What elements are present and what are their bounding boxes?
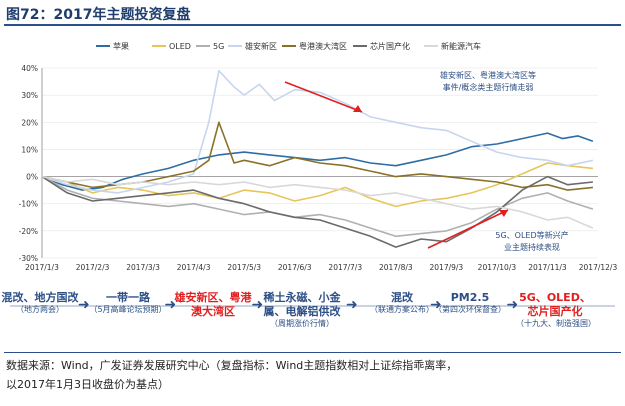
annotation-text: 雄安新区、粤港澳大湾区等 [440,70,536,80]
timeline-event: PM2.5 （第四次环保督查） [431,291,509,315]
series-line [41,132,594,191]
x-tick-label: 2017/1/3 [25,263,59,272]
event-title: 5G、OLED、芯片国产化 [519,291,591,318]
x-tick-label: 2017/11/3 [528,263,567,272]
legend-label: 雄安新区 [245,41,277,51]
y-tick-label: 20% [21,118,38,127]
timeline-arrow-icon: ➜ [251,297,264,313]
x-tick-label: 2017/4/3 [177,263,211,272]
footer-divider [4,352,621,353]
event-note: （第四次环保督查） [434,304,506,314]
x-tick-label: 2017/9/3 [430,263,464,272]
title-divider [4,24,621,26]
source-line-2: 以2017年1月3日收盘价为基点） [6,378,169,391]
y-axis: 40% 30% 20% 10% 0% -10% -20% -30% [19,64,43,263]
timeline-axis [10,305,615,307]
line-chart: 苹果 OLED 5G 雄安新区 粤港澳大湾区 芯片国产化 新能源汽车 40% 30% 20% 10… [19,41,618,272]
event-note: （十九大、制造强国） [516,318,596,328]
y-tick-label: -30% [19,254,38,263]
timeline-event: 雄安新区、粤港澳大湾区 [174,291,252,319]
x-tick-label: 2017/5/3 [227,263,261,272]
figure-title: 图72：2017年主题投资复盘 [6,7,191,23]
x-tick-label: 2017/10/3 [478,263,517,272]
event-note: （5月高峰论坛预期） [89,304,167,314]
legend-label: 苹果 [113,41,129,51]
event-note: （地方两会） [16,304,64,314]
y-tick-label: 40% [21,64,38,73]
timeline-arrow-icon: ➜ [430,297,442,313]
annotation-text: 事件/概念类主题行情走弱 [443,82,534,92]
arrow-head [353,105,362,112]
series-line [41,175,593,248]
timeline-event: 5G、OLED、芯片国产化 （十九大、制造强国） [516,291,596,329]
y-tick-label: -20% [19,227,38,236]
source-note: 数据来源：Wind，广发证券发展研究中心（复盘指标：Wind主题指数相对上证综指… [6,356,618,394]
x-tick-label: 2017/2/3 [76,263,110,272]
x-tick-label: 2017/3/3 [126,263,160,272]
trend-arrow-up [427,209,509,249]
legend-label: 5G [213,42,224,51]
legend-label: 芯片国产化 [370,41,410,51]
chart-container: 苹果 OLED 5G 雄安新区 粤港澳大湾区 芯片国产化 新能源汽车 40% 30% 20% 10… [0,30,625,278]
event-title: 稀土永磁、小金属、电解铝供改 [263,291,341,318]
series-line [41,175,594,229]
x-tick-label: 2017/12/3 [579,263,618,272]
theme-timeline: 混改、地方国改 （地方两会） ➜ 一带一路 （5月高峰论坛预期） ➜ 雄安新区、粤港澳大湾区… [0,287,625,347]
x-tick-label: 2017/8/3 [379,263,413,272]
chart-legend: 苹果 OLED 5G 雄安新区 粤港澳大湾区 芯片国产化 新能源汽车 [96,41,481,51]
y-tick-label: 30% [21,91,38,100]
series-lines [41,69,594,248]
series-line [41,121,593,191]
annotation-text: 5G、OLED等新兴产 [495,230,568,240]
event-title: 雄安新区、粤港澳大湾区 [174,291,252,318]
timeline-arrow-icon: ➜ [164,297,177,313]
timeline-arrow-icon: ➜ [78,297,90,313]
trend-arrow-down [284,81,363,113]
legend-label: 新能源汽车 [441,41,481,51]
event-title: PM2.5 [450,291,490,304]
y-tick-label: 10% [21,145,38,154]
y-tick-label: -10% [19,200,38,209]
timeline-event: 稀土永磁、小金属、电解铝供改 （周期涨价行情） [253,291,351,329]
event-title: 混改 [391,291,413,304]
x-tick-label: 2017/6/3 [278,263,312,272]
x-axis: 2017/1/3 2017/2/3 2017/3/3 2017/4/3 2017/5/3… [25,263,617,272]
event-title: 一带一路 [106,291,150,304]
legend-label: OLED [169,42,191,51]
series-line [41,69,594,194]
timeline-event: 混改 （联通方案公布） [363,291,441,315]
event-note: （联通方案公布） [370,304,434,314]
annotation-text: 业主题持续表现 [504,242,560,252]
y-tick-label: 0% [26,173,38,182]
timeline-arrow-icon: ➜ [506,297,519,313]
arrow-head [499,210,508,217]
timeline-event: 一带一路 （5月高峰论坛预期） [89,291,167,315]
timeline-arrow-icon: ➜ [346,297,358,313]
source-line-1: 数据来源：Wind，广发证券发展研究中心（复盘指标：Wind主题指数相对上证综指… [6,359,458,372]
legend-label: 粤港澳大湾区 [299,41,347,51]
event-note: （周期涨价行情） [270,318,334,328]
timeline-event: 混改、地方国改 （地方两会） [1,291,79,315]
event-title: 混改、地方国改 [1,291,79,304]
x-tick-label: 2017/7/3 [328,263,362,272]
